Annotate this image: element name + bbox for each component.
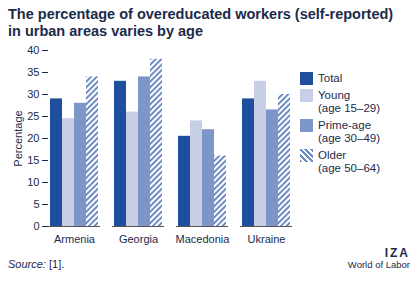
svg-text:40: 40 <box>27 44 39 56</box>
html-text:The percentage of overeducated: The percentage of overeducated workers (… <box>8 6 394 39</box>
html-text:(age 15–29): (age 15–29) <box>318 102 380 114</box>
svg-text:30: 30 <box>27 88 39 100</box>
svg-text:35: 35 <box>27 66 39 78</box>
svg-text:Percentage: Percentage <box>12 110 24 166</box>
svg-text:15: 15 <box>27 154 39 166</box>
svg-text:0: 0 <box>33 220 39 232</box>
html-text:Total: Total <box>318 72 343 84</box>
svg-text:Armenia: Armenia <box>54 233 96 245</box>
svg-text:Macedonia: Macedonia <box>176 233 231 245</box>
svg-text:20: 20 <box>27 132 39 144</box>
html-text:(age 30–49): (age 30–49) <box>318 132 380 144</box>
html-text:Source: [1].: Source: [1]. <box>8 258 65 270</box>
svg-text:10: 10 <box>27 176 39 188</box>
html-text:Prime-age: Prime-age <box>318 119 372 131</box>
html-text:World of Labor: World of Labor <box>347 259 410 270</box>
svg-text:Ukraine: Ukraine <box>248 233 286 245</box>
html-text:Young: Young <box>318 89 351 101</box>
html-text:(age 50–64): (age 50–64) <box>318 162 380 174</box>
html-text:Older: Older <box>318 149 347 161</box>
svg-text:5: 5 <box>33 198 39 210</box>
html-text:IZA: IZA <box>384 246 410 260</box>
svg-text:25: 25 <box>27 110 39 122</box>
svg-text:Georgia: Georgia <box>119 233 159 245</box>
